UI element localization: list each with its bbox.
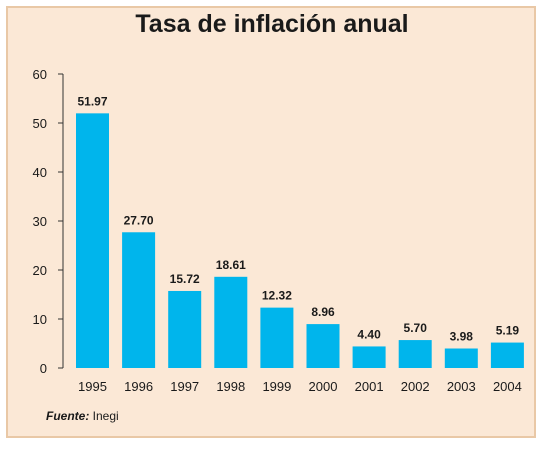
data-label: 27.70 bbox=[124, 213, 154, 227]
bar bbox=[306, 324, 340, 368]
data-label: 5.19 bbox=[496, 324, 520, 338]
x-tick-label: 1997 bbox=[170, 379, 199, 394]
source-text: Inegi bbox=[89, 409, 119, 423]
data-label: 18.61 bbox=[216, 258, 246, 272]
bar bbox=[122, 232, 156, 368]
x-tick-label: 2002 bbox=[401, 379, 430, 394]
bar bbox=[490, 342, 524, 368]
y-tick-label: 50 bbox=[33, 116, 47, 131]
bar bbox=[214, 276, 248, 368]
source-note: Fuente: Inegi bbox=[46, 409, 119, 423]
x-tick-label: 2001 bbox=[355, 379, 384, 394]
y-tick-label: 60 bbox=[33, 67, 47, 82]
x-tick-label: 2000 bbox=[309, 379, 338, 394]
x-tick-label: 1999 bbox=[262, 379, 291, 394]
bar bbox=[352, 346, 386, 368]
bar bbox=[444, 348, 478, 368]
data-label: 4.40 bbox=[357, 327, 381, 341]
data-label: 51.97 bbox=[77, 94, 107, 108]
bar bbox=[168, 290, 202, 368]
data-label: 8.96 bbox=[311, 305, 335, 319]
y-tick-label: 30 bbox=[33, 214, 47, 229]
chart-title: Tasa de inflación anual bbox=[135, 10, 409, 38]
x-tick-label: 1998 bbox=[216, 379, 245, 394]
source-label: Fuente: bbox=[46, 409, 90, 423]
y-tick-label: 0 bbox=[40, 361, 47, 376]
data-label: 15.72 bbox=[170, 272, 200, 286]
bar bbox=[398, 340, 432, 368]
y-tick-label: 40 bbox=[33, 165, 47, 180]
bar bbox=[76, 113, 109, 368]
data-label: 12.32 bbox=[262, 289, 292, 303]
bar bbox=[260, 307, 294, 368]
x-tick-label: 1995 bbox=[78, 379, 107, 394]
x-tick-label: 1996 bbox=[124, 379, 153, 394]
data-label: 5.70 bbox=[404, 321, 428, 335]
y-tick-label: 10 bbox=[33, 312, 47, 327]
data-label: 3.98 bbox=[450, 329, 474, 343]
x-tick-label: 2004 bbox=[493, 379, 522, 394]
y-tick-label: 20 bbox=[33, 263, 47, 278]
x-tick-label: 2003 bbox=[447, 379, 476, 394]
